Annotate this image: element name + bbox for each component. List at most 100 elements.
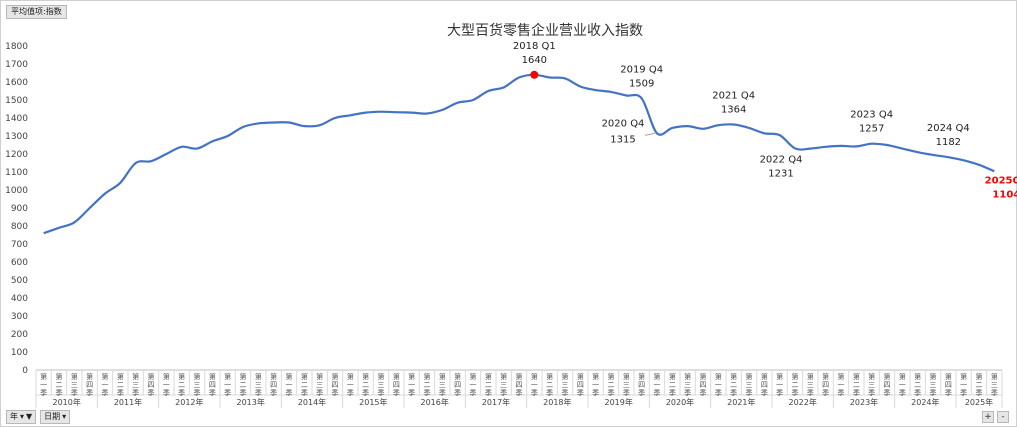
quarter-label: 第三季 — [807, 372, 814, 397]
year-label: 2016年 — [420, 397, 448, 407]
quarter-label: 第一季 — [347, 372, 354, 397]
year-filter-label: 年 — [10, 412, 18, 421]
annotation-label: 2021 Q4 — [712, 90, 755, 101]
filter-icon: ▼ — [26, 412, 33, 421]
date-filter-label: 日期 — [44, 412, 61, 421]
zoom-in-button[interactable]: + — [982, 411, 994, 423]
y-tick-label: 600 — [11, 258, 28, 268]
peak-marker — [530, 70, 539, 79]
y-tick-label: 800 — [11, 222, 28, 232]
year-label: 2024年 — [911, 397, 939, 407]
y-tick-label: 300 — [11, 312, 28, 322]
quarter-label: 第二季 — [976, 372, 983, 397]
quarter-label: 第一季 — [715, 372, 722, 397]
annotation-label: 2019 Q4 — [620, 64, 663, 75]
quarter-label: 第四季 — [86, 372, 93, 397]
quarter-label: 第一季 — [286, 372, 293, 397]
y-tick-label: 1700 — [5, 60, 28, 70]
quarter-label: 第二季 — [546, 372, 553, 397]
quarter-label: 第三季 — [868, 372, 875, 397]
quarter-label: 第三季 — [562, 372, 569, 397]
annotation-label: 2022 Q4 — [760, 154, 803, 165]
quarter-label: 第二季 — [914, 372, 921, 397]
y-tick-label: 0 — [22, 366, 28, 376]
year-label: 2014年 — [298, 397, 326, 407]
year-label: 2011年 — [114, 397, 142, 407]
quarter-label: 第三季 — [316, 372, 323, 397]
annotation-label: 2024 Q4 — [927, 123, 970, 134]
quarter-label: 第三季 — [194, 372, 201, 397]
annotation-label: 2020 Q4 — [602, 118, 645, 129]
quarter-label: 第一季 — [470, 372, 477, 397]
quarter-label: 第四季 — [209, 372, 216, 397]
year-label: 2018年 — [543, 397, 571, 407]
annotation-value: 1182 — [936, 137, 961, 148]
quarter-label: 第三季 — [623, 372, 630, 397]
quarter-label: 第四季 — [516, 372, 523, 397]
quarter-label: 第一季 — [531, 372, 538, 397]
quarter-label: 第二季 — [56, 372, 63, 397]
quarter-label: 第一季 — [654, 372, 661, 397]
quarter-label: 第四季 — [393, 372, 400, 397]
series-line — [43, 73, 995, 235]
annotation-value: 1257 — [859, 124, 884, 135]
quarter-label: 第四季 — [638, 372, 645, 397]
quarter-label: 第三季 — [378, 372, 385, 397]
quarter-label: 第二季 — [669, 372, 676, 397]
quarter-label: 第四季 — [454, 372, 461, 397]
y-tick-label: 400 — [11, 294, 28, 304]
y-tick-label: 500 — [11, 276, 28, 286]
annotation-label: 2018 Q1 — [513, 41, 556, 52]
y-axis: 0 100 200 300 400 500 600 700 800 900 1000 1100 1200… — [5, 42, 28, 376]
annotation-value: 1315 — [610, 134, 635, 145]
quarter-label: 第二季 — [240, 372, 247, 397]
quarter-label: 第一季 — [899, 372, 906, 397]
quarter-label: 第四季 — [148, 372, 155, 397]
quarter-label: 第一季 — [40, 372, 47, 397]
year-label: 2022年 — [788, 397, 816, 407]
quarter-label: 第二季 — [485, 372, 492, 397]
quarter-label: 第三季 — [132, 372, 139, 397]
year-label: 2017年 — [482, 397, 510, 407]
quarter-label: 第二季 — [853, 372, 860, 397]
quarter-label: 第三季 — [71, 372, 78, 397]
y-tick-label: 1200 — [5, 150, 28, 160]
quarter-label: 第四季 — [761, 372, 768, 397]
quarter-label: 第二季 — [730, 372, 737, 397]
quarter-label: 第四季 — [822, 372, 829, 397]
year-label: 2023年 — [850, 397, 878, 407]
quarter-label: 第三季 — [500, 372, 507, 397]
quarter-label: 第一季 — [224, 372, 231, 397]
annotation-value: 1364 — [721, 104, 746, 115]
quarter-label: 第三季 — [991, 372, 998, 397]
zoom-controls: + - — [982, 411, 1009, 423]
year-label: 2021年 — [727, 397, 755, 407]
y-tick-label: 1500 — [5, 96, 28, 106]
annotation-value: 1104 — [992, 189, 1017, 200]
year-filter-button[interactable]: 年 ▾ ▼ — [6, 410, 37, 424]
zoom-out-button[interactable]: - — [997, 411, 1009, 423]
y-tick-label: 900 — [11, 204, 28, 214]
quarter-label: 第二季 — [178, 372, 185, 397]
quarter-label: 第三季 — [439, 372, 446, 397]
chart-title: 大型百货零售企业营业收入指数 — [447, 22, 643, 39]
year-label: 2025年 — [965, 397, 993, 407]
quarter-label: 第三季 — [684, 372, 691, 397]
value-field-button[interactable]: 平均值项:指数 — [6, 5, 67, 19]
year-label: 2010年 — [52, 397, 80, 407]
quarter-label: 第四季 — [577, 372, 584, 397]
annotation-value: 1509 — [629, 78, 654, 89]
quarter-label: 第一季 — [592, 372, 599, 397]
quarter-label: 第四季 — [270, 372, 277, 397]
y-tick-label: 200 — [11, 330, 28, 340]
y-tick-label: 700 — [11, 240, 28, 250]
quarter-label: 第二季 — [117, 372, 124, 397]
quarter-label: 第三季 — [255, 372, 262, 397]
date-filter-button[interactable]: 日期 ▾ — [40, 410, 71, 424]
x-axis: 第一季 第二季 第三季 第四季 第一季 第二季 第三季 第四季 第一季 第二季 第三季 第四季 第一季 第… — [35, 369, 1003, 408]
quarter-label: 第二季 — [362, 372, 369, 397]
quarter-label: 第四季 — [945, 372, 952, 397]
year-label: 2012年 — [175, 397, 203, 407]
quarter-label: 第二季 — [424, 372, 431, 397]
